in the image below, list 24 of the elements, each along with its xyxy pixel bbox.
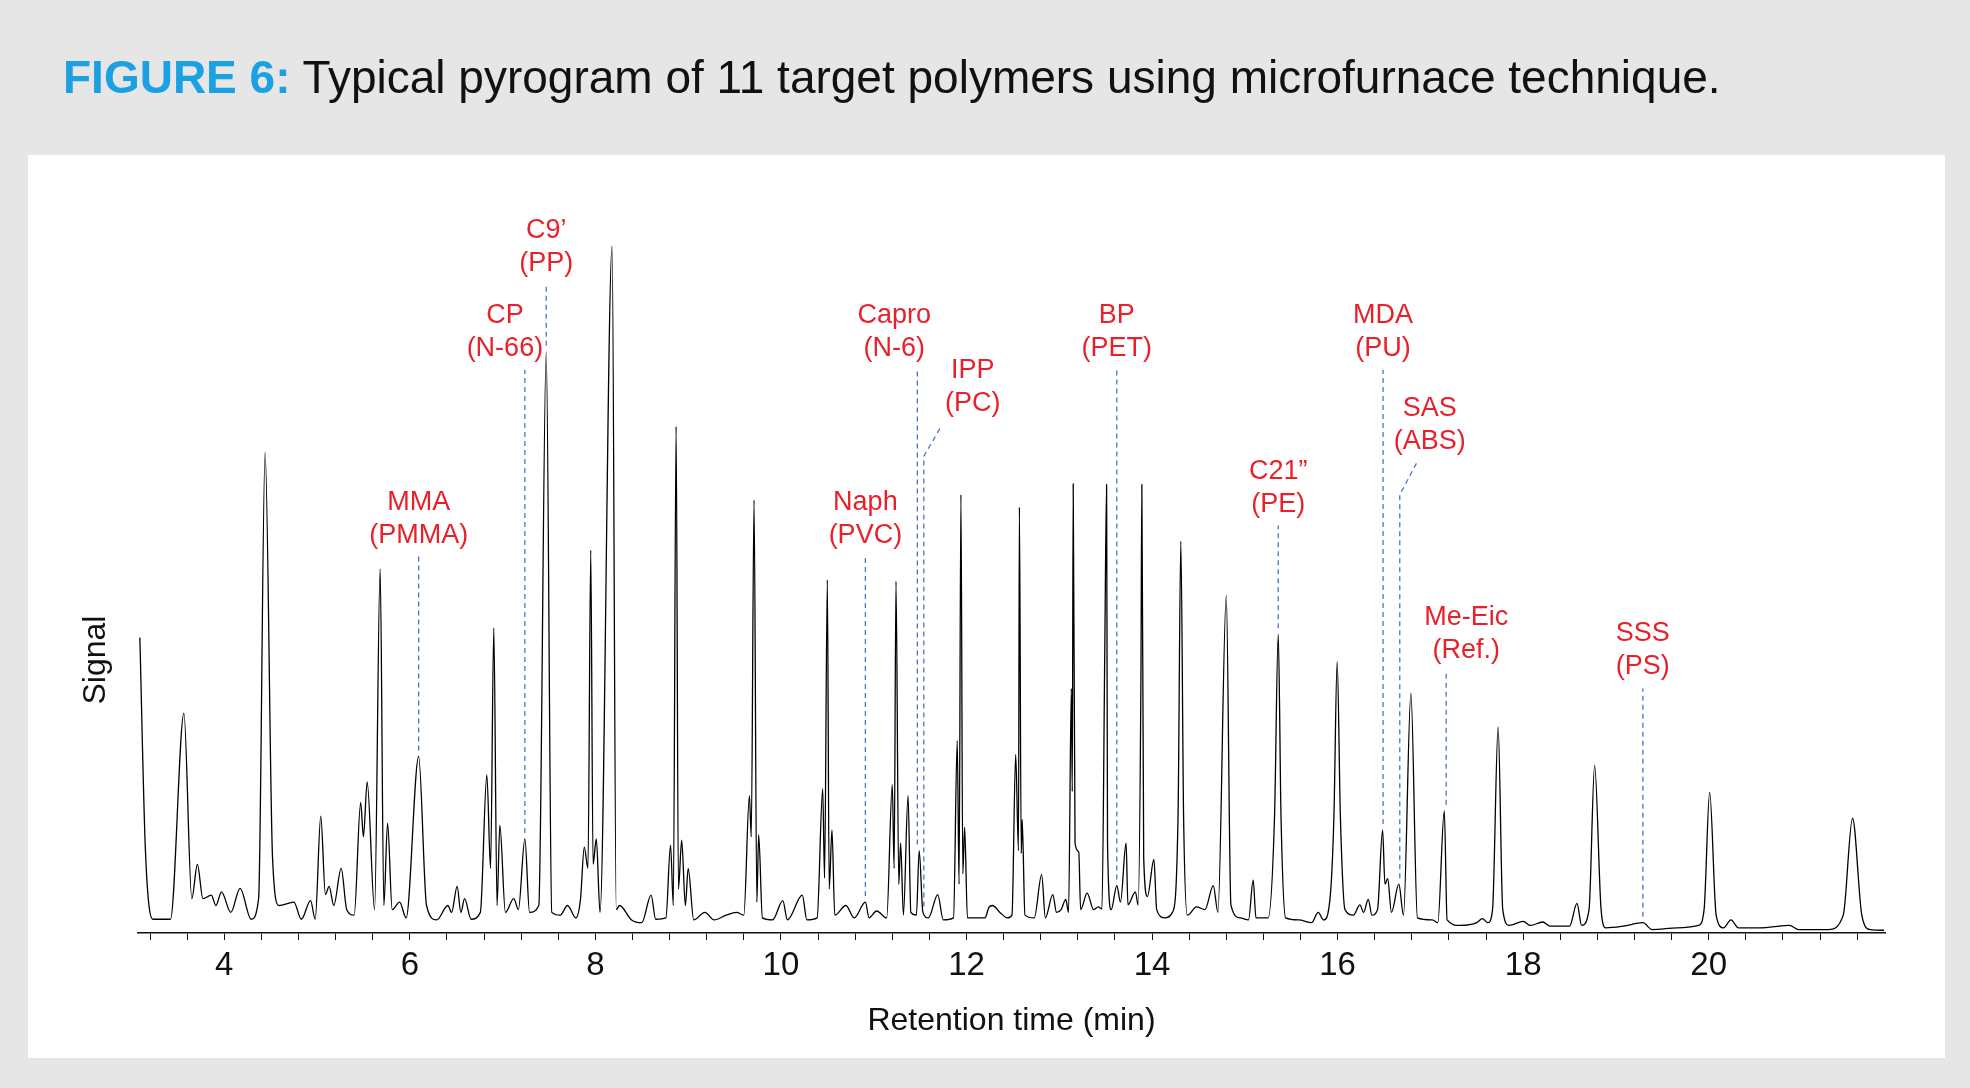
ref-line-label: BP (PET)	[1081, 298, 1153, 362]
ref-line-label: Capro (N-6)	[857, 298, 932, 362]
ref-line-label: C21” (PE)	[1248, 454, 1308, 518]
x-tick-label: 20	[1690, 944, 1728, 982]
ref-line-label: IPP (PC)	[945, 354, 1001, 418]
ref-line-label: MMA (PMMA)	[369, 485, 469, 549]
ref-line-label: Naph (PVC)	[828, 485, 903, 549]
x-tick-label: 10	[762, 944, 800, 982]
ref-line-label: MDA (PU)	[1353, 298, 1414, 362]
x-tick-label: 14	[1133, 944, 1171, 982]
x-axis-title: Retention time (min)	[867, 1000, 1156, 1037]
x-tick-label: 8	[586, 944, 605, 982]
x-tick-label: 18	[1504, 944, 1542, 982]
ref-line-label: CP (N-66)	[466, 298, 544, 362]
y-axis-title: Signal	[75, 615, 113, 705]
ref-line-label: C9’ (PP)	[519, 214, 574, 278]
x-tick-label: 4	[215, 944, 234, 982]
x-tick-label: 16	[1319, 944, 1356, 982]
chart-title: FIGURE 6: Typical pyrogram of 11 target polymers using microfurnace technique.	[63, 50, 1721, 104]
x-tick-label: 12	[948, 944, 985, 982]
ref-line-label: SAS (ABS)	[1393, 391, 1466, 455]
x-tick-label: 6	[400, 944, 420, 982]
ref-line-label: Me-Eic (Ref.)	[1424, 600, 1509, 664]
ref-line-label: SSS (PS)	[1615, 617, 1670, 681]
